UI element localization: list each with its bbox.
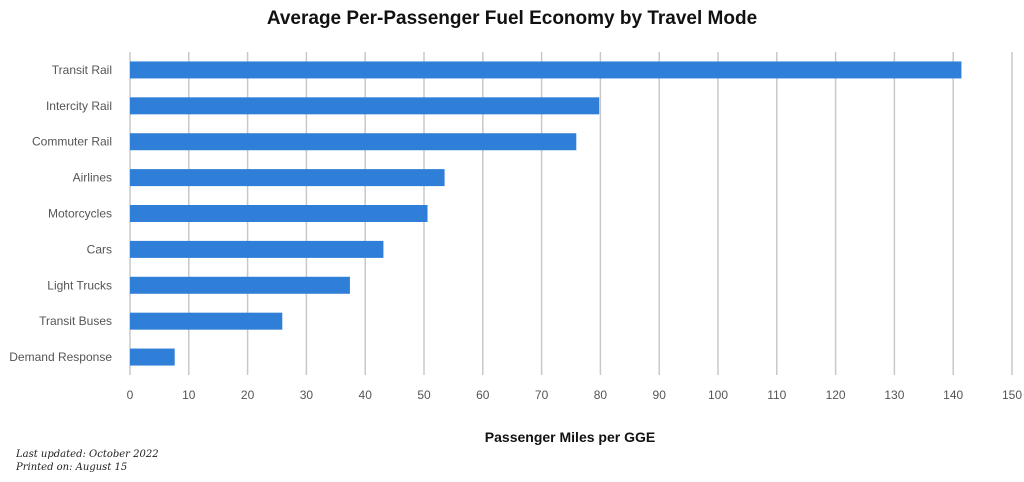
x-tick-label: 120 xyxy=(826,388,846,402)
x-tick-label: 30 xyxy=(300,388,314,402)
x-tick-label: 100 xyxy=(708,388,728,402)
printed-on-note: Printed on: August 15 xyxy=(16,462,128,473)
x-tick-label: 0 xyxy=(127,388,134,402)
bar xyxy=(130,169,445,187)
x-tick-label: 10 xyxy=(182,388,196,402)
x-tick-label: 40 xyxy=(359,388,373,402)
bar xyxy=(130,312,283,330)
category-label: Airlines xyxy=(73,171,112,185)
chart-title: Average Per-Passenger Fuel Economy by Tr… xyxy=(266,8,758,29)
bars xyxy=(130,61,962,366)
category-label: Transit Rail xyxy=(52,63,112,77)
category-label: Motorcycles xyxy=(48,207,112,221)
category-label: Cars xyxy=(87,242,112,256)
category-labels: Transit Rail Intercity Rail Commuter Rail A… xyxy=(9,63,112,364)
x-axis-label: Passenger Miles per GGE xyxy=(484,429,656,445)
bar xyxy=(130,97,600,115)
bar xyxy=(130,61,962,79)
x-tick-label: 130 xyxy=(884,388,904,402)
x-tick-label: 50 xyxy=(417,388,431,402)
bar xyxy=(130,276,350,294)
x-tick-label: 90 xyxy=(653,388,667,402)
bar xyxy=(130,240,384,258)
last-updated-note: Last updated: October 2022 xyxy=(16,449,159,460)
category-label: Demand Response xyxy=(9,350,112,364)
bar xyxy=(130,348,175,366)
bar xyxy=(130,205,428,222)
bar xyxy=(130,133,577,151)
category-label: Transit Buses xyxy=(39,314,112,328)
x-tick-label: 60 xyxy=(476,388,490,402)
footnotes: Last updated: October 2022 Printed on: A… xyxy=(16,448,159,474)
x-tick-label: 70 xyxy=(535,388,549,402)
x-tick-labels: 0 10 20 30 40 50 60 70 80 90 100 110 120 130 140 150 xyxy=(127,388,1023,402)
category-label: Commuter Rail xyxy=(32,135,112,149)
x-tick-label: 140 xyxy=(943,388,963,402)
category-label: Light Trucks xyxy=(47,278,112,292)
x-tick-label: 110 xyxy=(767,388,786,402)
x-tick-label: 80 xyxy=(594,388,608,402)
category-label: Intercity Rail xyxy=(46,99,112,113)
x-tick-label: 150 xyxy=(1002,388,1022,402)
x-tick-label: 20 xyxy=(241,388,255,402)
